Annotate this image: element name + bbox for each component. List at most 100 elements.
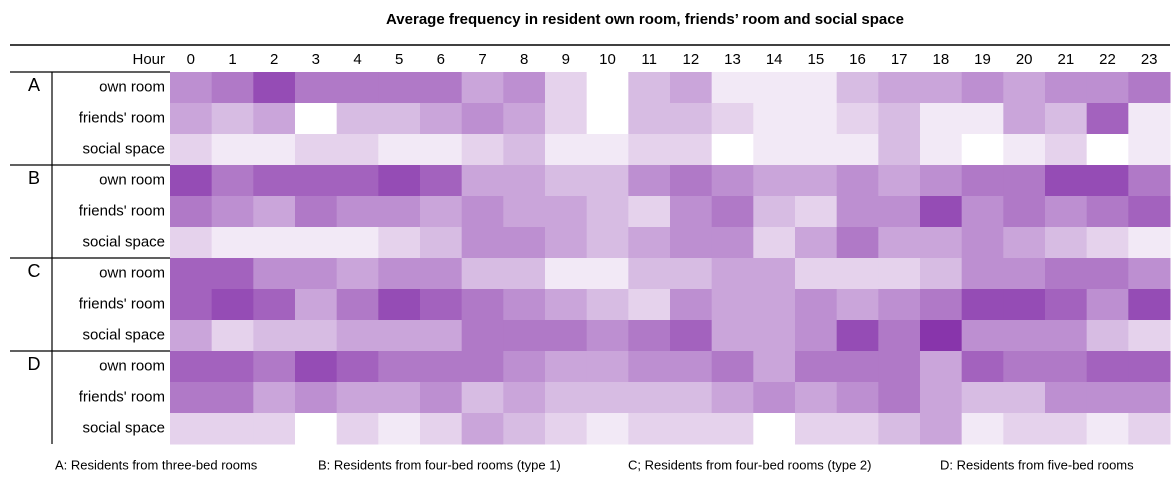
cell	[836, 413, 879, 445]
cell	[503, 134, 546, 166]
cell	[461, 165, 504, 197]
cell	[253, 289, 296, 321]
cell	[336, 227, 379, 259]
x-tick-label: 17	[891, 51, 908, 68]
cell	[170, 320, 213, 352]
cell	[836, 351, 879, 383]
cell	[503, 72, 546, 104]
x-tick-label: 18	[932, 51, 949, 68]
cell	[295, 103, 338, 135]
cell	[586, 227, 629, 259]
cell	[420, 103, 463, 135]
cell	[336, 351, 379, 383]
cell	[336, 165, 379, 197]
cell	[461, 320, 504, 352]
cell	[711, 351, 754, 383]
cell	[878, 103, 921, 135]
cell	[336, 72, 379, 104]
x-tick-label: 1	[228, 51, 236, 68]
cell	[170, 227, 213, 259]
cell	[753, 382, 796, 414]
cell	[628, 103, 671, 135]
cell	[545, 165, 588, 197]
cell	[711, 227, 754, 259]
x-tick-label: 11	[641, 51, 657, 68]
cell	[461, 227, 504, 259]
x-tick-label: 4	[353, 51, 361, 68]
cell	[1086, 382, 1129, 414]
cell	[1128, 227, 1171, 259]
cell	[920, 165, 963, 197]
cell	[711, 72, 754, 104]
cell	[670, 72, 713, 104]
cell	[670, 165, 713, 197]
x-tick-label: 7	[478, 51, 486, 68]
cell	[1045, 320, 1088, 352]
cell	[753, 196, 796, 228]
cell	[670, 103, 713, 135]
cell	[503, 196, 546, 228]
cell	[670, 258, 713, 290]
cell	[378, 72, 421, 104]
cell	[336, 320, 379, 352]
cell	[545, 289, 588, 321]
cell	[545, 320, 588, 352]
x-tick-label: 2	[270, 51, 278, 68]
cell	[586, 258, 629, 290]
cell	[961, 227, 1004, 259]
cell	[878, 134, 921, 166]
cell	[711, 165, 754, 197]
cell	[336, 258, 379, 290]
cell	[461, 413, 504, 445]
cell	[170, 165, 213, 197]
cell	[336, 382, 379, 414]
cell	[211, 289, 254, 321]
cell	[670, 382, 713, 414]
cell	[253, 258, 296, 290]
cell	[795, 72, 838, 104]
cell	[795, 165, 838, 197]
row-label: own room	[99, 171, 165, 188]
cell	[961, 134, 1004, 166]
cell	[836, 165, 879, 197]
x-tick-label: 14	[766, 51, 783, 68]
cell	[1003, 289, 1046, 321]
cell	[378, 165, 421, 197]
x-tick-label: 22	[1099, 51, 1116, 68]
cell	[420, 320, 463, 352]
cell	[961, 196, 1004, 228]
cell	[1003, 320, 1046, 352]
cell	[795, 320, 838, 352]
cell	[253, 134, 296, 166]
cell	[1045, 289, 1088, 321]
cell	[336, 103, 379, 135]
cell	[503, 103, 546, 135]
group-label: D	[28, 354, 41, 374]
cell	[961, 103, 1004, 135]
cell	[1128, 320, 1171, 352]
cell	[586, 289, 629, 321]
cell	[1045, 134, 1088, 166]
row-label: social space	[82, 419, 165, 436]
cell	[1045, 165, 1088, 197]
cell	[211, 258, 254, 290]
cell	[503, 258, 546, 290]
cell	[961, 382, 1004, 414]
cell	[586, 196, 629, 228]
cell	[628, 196, 671, 228]
cell	[336, 413, 379, 445]
cell	[170, 351, 213, 383]
x-tick-label: 3	[312, 51, 320, 68]
cell	[836, 258, 879, 290]
cell	[253, 165, 296, 197]
cell	[461, 289, 504, 321]
cell	[503, 227, 546, 259]
cell	[1003, 196, 1046, 228]
x-tick-label: 21	[1057, 51, 1074, 68]
cell	[420, 134, 463, 166]
cell	[920, 134, 963, 166]
cell	[170, 134, 213, 166]
row-label: social space	[82, 326, 165, 343]
cell	[628, 134, 671, 166]
cell	[1045, 227, 1088, 259]
